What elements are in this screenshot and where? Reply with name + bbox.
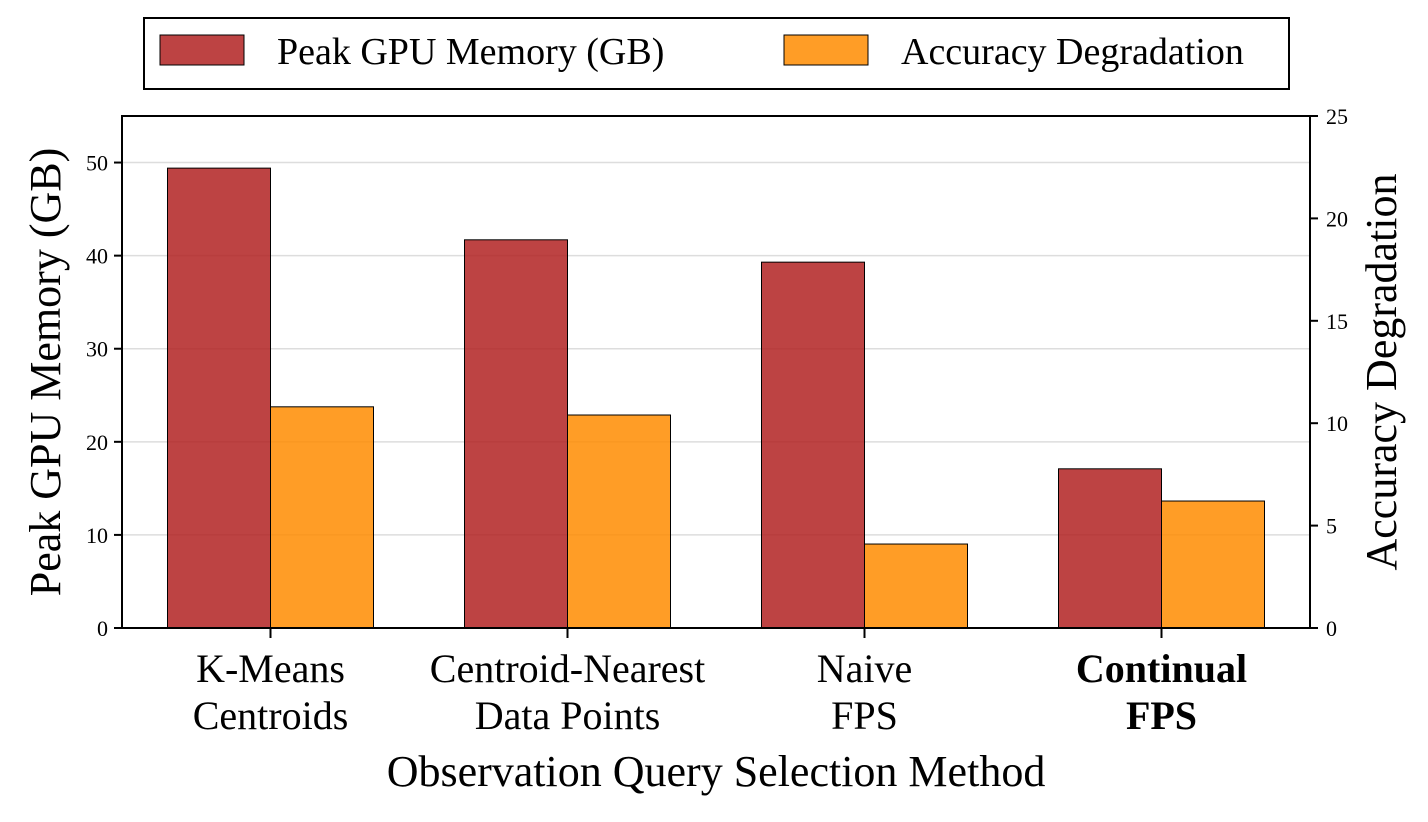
bar-accuracy-degradation-continual-fps [1161,500,1265,629]
right-tick-label: 20 [1326,206,1348,231]
bars [167,167,1265,629]
bar-peak-gpu-memory-gb-k-means-centroids [167,167,271,629]
right-tick-label: 0 [1326,616,1337,641]
bar-peak-gpu-memory-gb-naive-fps [761,261,865,629]
legend-frame [143,17,1290,90]
legend: Peak GPU Memory (GB) Accuracy Degradatio… [143,17,1290,90]
x-tick-label: K-Means Centroids [193,646,349,738]
left-tick-label: 10 [86,523,108,548]
left-tick-label: 20 [86,430,108,455]
left-tick-label: 50 [86,151,108,176]
legend-label-peak-gpu-memory: Peak GPU Memory (GB) [277,31,664,73]
x-tick-label: Centroid-Nearest Data Points [430,646,705,738]
left-tick-label: 40 [86,244,108,269]
right-tick-label: 10 [1326,411,1348,436]
legend-label-accuracy-degradation: Accuracy Degradation [901,31,1244,73]
x-axis-title: Observation Query Selection Method [387,747,1046,796]
left-tick-label: 0 [97,616,108,641]
left-tick-label: 30 [86,337,108,362]
y-axis-right-title: Accuracy Degradation [1357,173,1406,570]
legend-swatch-accuracy-degradation [783,34,869,66]
x-tick-label: Continual FPS [1076,646,1247,738]
right-axis-ticks: 0 5 10 15 20 25 [1310,104,1348,641]
bar-accuracy-degradation-k-means-centroids [270,406,374,629]
legend-swatch-peak-gpu-memory [159,34,245,66]
bar-accuracy-degradation-centroid-nearest-data-points [567,414,671,629]
x-tick-label: Naive FPS [817,646,913,738]
bar-accuracy-degradation-naive-fps [864,543,968,629]
right-tick-label: 5 [1326,514,1337,539]
bar-peak-gpu-memory-gb-centroid-nearest-data-points [464,239,568,629]
plot-frame [121,115,1311,629]
y-axis-left-title: Peak GPU Memory (GB) [21,148,70,597]
right-tick-label: 15 [1326,309,1348,334]
x-axis-ticks: K-Means Centroids Centroid-Nearest Data Poi… [193,628,1247,738]
bar-peak-gpu-memory-gb-continual-fps [1058,468,1162,629]
left-axis-ticks: 0 10 20 30 40 50 [86,151,122,641]
right-tick-label: 25 [1326,104,1348,129]
